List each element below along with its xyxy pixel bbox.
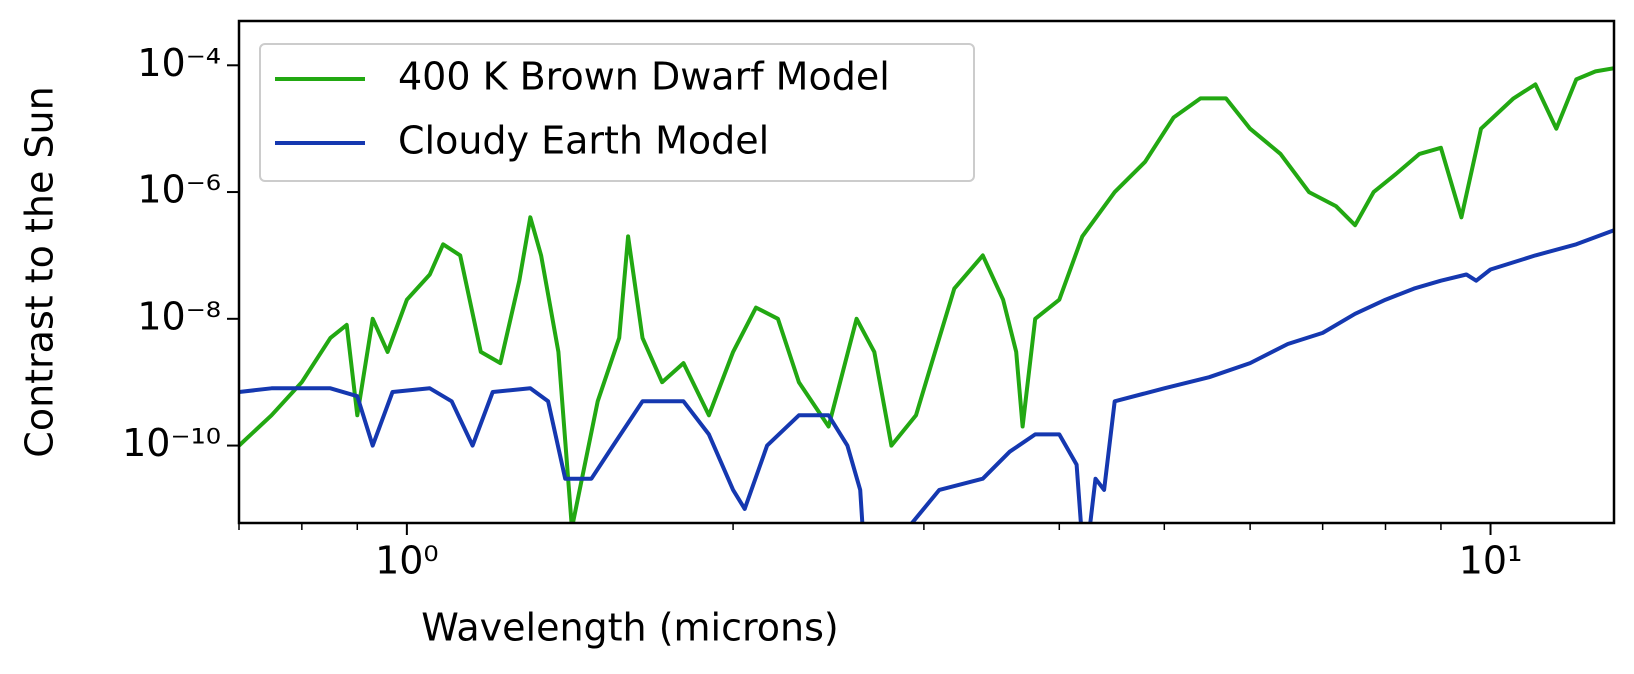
series-line <box>239 228 1614 523</box>
y-tick-label: 10⁻⁸ <box>137 294 221 338</box>
plot-area <box>239 66 1614 523</box>
legend-box <box>259 43 975 182</box>
y-axis-label: Contrast to the Sun <box>18 86 62 457</box>
legend-label: 400 K Brown Dwarf Model <box>398 55 890 99</box>
series-line <box>239 66 1614 523</box>
x-tick-label: 10⁰ <box>375 539 439 583</box>
plot-frame <box>237 19 1616 525</box>
y-tick-label: 10⁻⁶ <box>137 168 221 212</box>
x-tick-label: 10¹ <box>1459 539 1523 583</box>
x-axis-label: Wavelength (microns) <box>421 606 839 650</box>
legend-label: Cloudy Earth Model <box>398 119 769 163</box>
y-tick-label: 10⁻¹⁰ <box>122 421 221 465</box>
y-tick-label: 10⁻⁴ <box>137 41 221 85</box>
